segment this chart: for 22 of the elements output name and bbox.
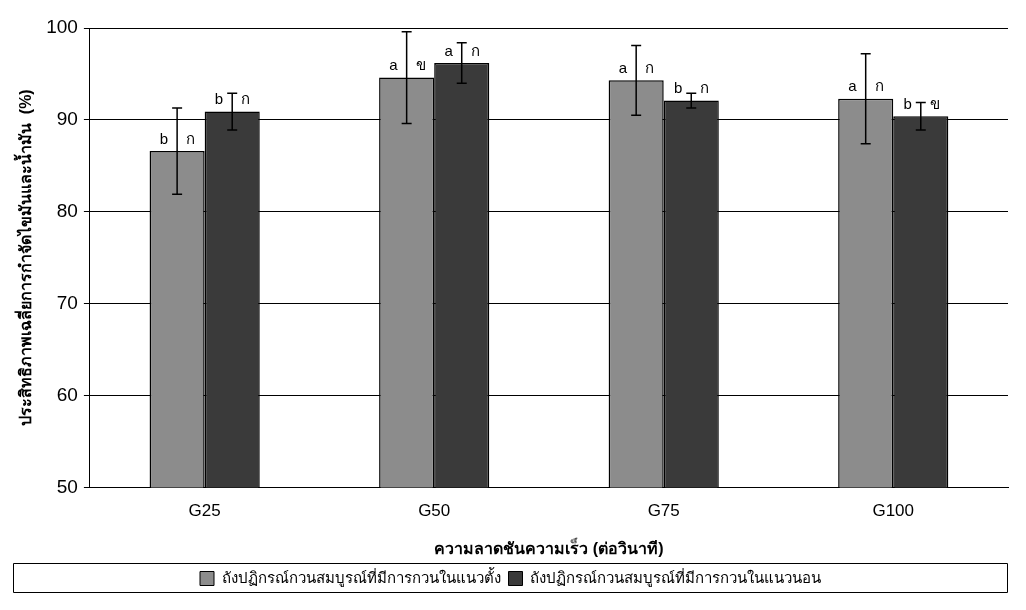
text: a ก (848, 77, 884, 95)
text: a ข (389, 56, 426, 74)
x-tick-label: G75 (647, 501, 680, 521)
y-axis-title: ประสิทธิภาพเฉลี่ยการกำจัดไขมันและน้ำมัน (%) (13, 89, 35, 427)
x-tick-label: G50 (418, 501, 451, 521)
y-tick-label: 90 (56, 108, 78, 130)
y-tick-label: 50 (56, 475, 78, 497)
legend-label: ถังปฏิกรณ์กวนสมบูรณ์ที่มีการกวนในแนวนอน (530, 566, 821, 587)
text: b ก (214, 90, 251, 108)
y-tick-label: 80 (56, 199, 78, 221)
x-tick-label: G25 (188, 501, 221, 521)
y-tick-label: 70 (56, 291, 78, 313)
text: a ก (618, 59, 655, 77)
text: b ก (159, 129, 196, 147)
text: b ข (903, 94, 940, 112)
legend-label: ถังปฏิกรณ์กวนสมบูรณ์ที่มีการกวนในแนวตั้ง (221, 566, 501, 587)
y-tick-label: 60 (56, 383, 78, 405)
text: a ก (444, 41, 480, 59)
x-tick-label: G100 (872, 501, 915, 521)
x-axis-title: ความลาดชันความเร็ว (ต่อวินาที) (434, 536, 664, 557)
y-tick-label: 100 (46, 16, 78, 38)
text: b ก (673, 79, 710, 97)
